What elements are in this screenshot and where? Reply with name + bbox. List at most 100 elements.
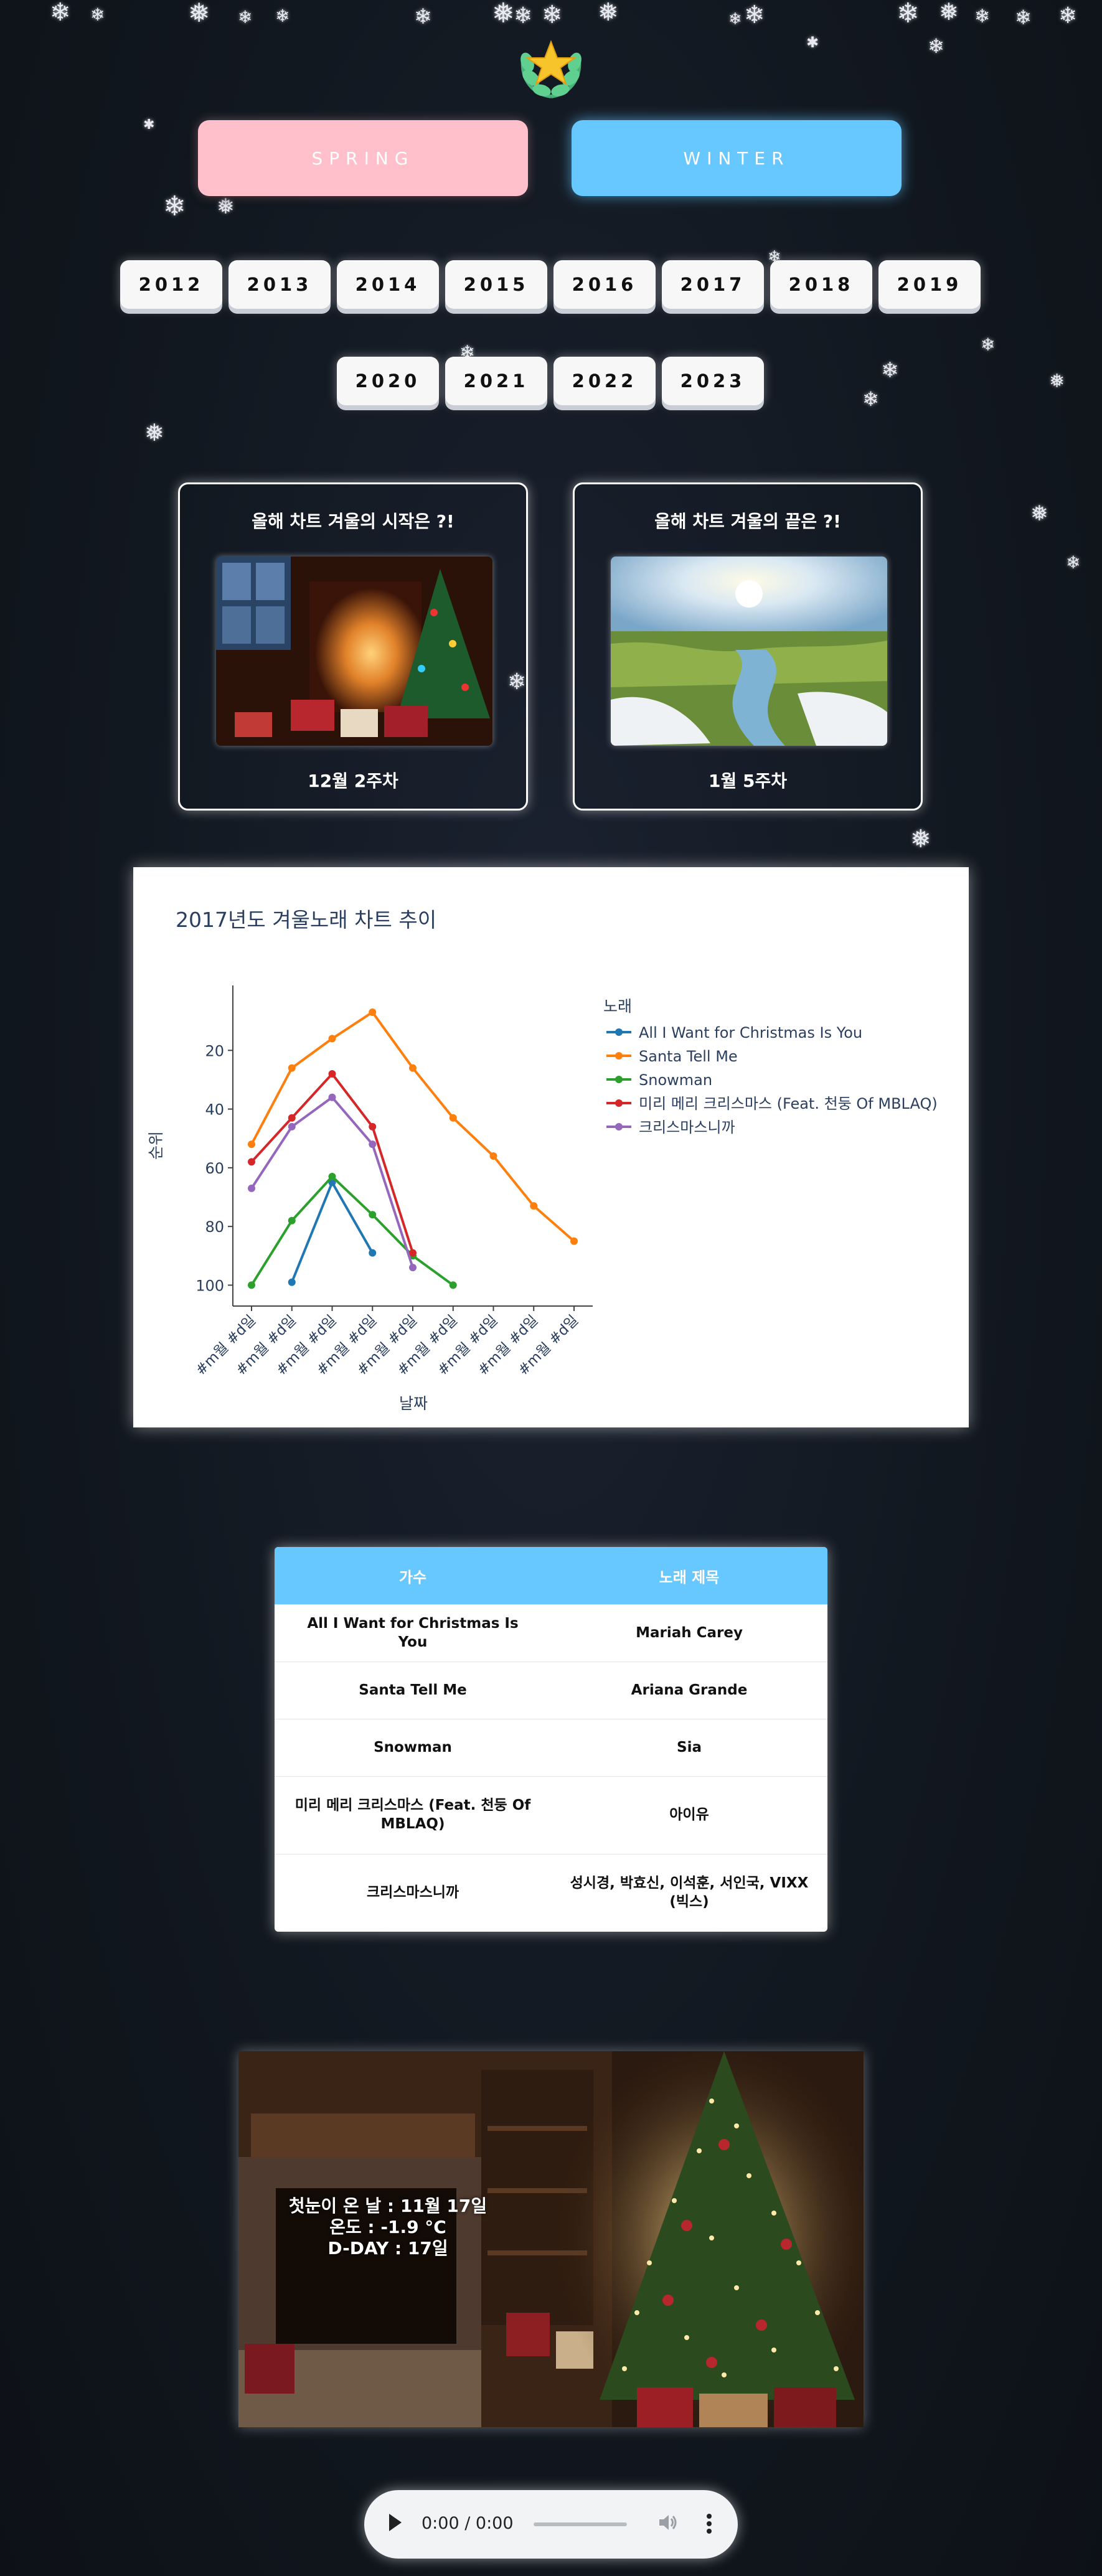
- snowflake-icon: ❄: [897, 0, 920, 29]
- data-point: [248, 1158, 255, 1166]
- snowflake-icon: ❅: [1030, 501, 1048, 526]
- data-point: [288, 1122, 296, 1131]
- data-point: [248, 1140, 255, 1149]
- d-day: D-DAY : 17일: [327, 2238, 448, 2259]
- line-chart: 2017년도 겨울노래 차트 추이 순위 날짜 노래 20406080100#m…: [147, 908, 938, 1413]
- year-button-2017[interactable]: 2017: [662, 260, 764, 309]
- data-point: [369, 1211, 377, 1219]
- audio-player: 0:00 / 0:00: [364, 2490, 738, 2559]
- table-row: 크리스마스니까 성시경, 박효신, 이석훈, 서인국, VIXX (빅스): [275, 1854, 827, 1932]
- temperature: 온도 : -1.9 °C: [329, 2217, 446, 2237]
- data-point: [570, 1237, 578, 1245]
- table-cell: 성시경, 박효신, 이석훈, 서인국, VIXX (빅스): [570, 1875, 809, 1910]
- data-point: [409, 1249, 417, 1257]
- legend-marker: [615, 1099, 623, 1107]
- legend-item[interactable]: All I Want for Christmas Is You: [639, 1024, 862, 1041]
- table-row: All I Want for Christmas Is You Mariah C…: [275, 1604, 827, 1662]
- data-point: [369, 1122, 377, 1131]
- winter-button[interactable]: WINTER: [572, 120, 902, 196]
- data-point: [328, 1173, 336, 1180]
- data-point: [409, 1064, 417, 1072]
- header-song-title: 노래 제목: [659, 1568, 720, 1586]
- snowflake-icon: ❅: [939, 0, 959, 26]
- volume-icon[interactable]: [657, 2511, 679, 2534]
- table-header: 가수 노래 제목: [275, 1547, 827, 1604]
- data-point: [369, 1249, 377, 1257]
- data-point: [489, 1152, 497, 1160]
- year-button-2013[interactable]: 2013: [228, 260, 331, 309]
- table-cell: 미리 메리 크리스마스 (Feat. 천둥 Of MBLAQ): [294, 1797, 531, 1832]
- audio-time: 0:00 / 0:00: [421, 2514, 514, 2533]
- snowflake-icon: ❄: [1066, 552, 1081, 573]
- data-point: [530, 1202, 538, 1210]
- table-cell: Snowman: [374, 1739, 452, 1756]
- spring-meadow-image: [611, 557, 887, 746]
- snowflake-icon: ❄: [275, 6, 290, 26]
- legend-item[interactable]: Santa Tell Me: [639, 1048, 738, 1065]
- spring-button[interactable]: SPRING: [198, 120, 528, 196]
- chart-series: [248, 1008, 578, 1289]
- snowflake-icon: ❄: [163, 190, 186, 222]
- data-point: [449, 1114, 457, 1122]
- legend-item[interactable]: 미리 메리 크리스마스 (Feat. 천둥 Of MBLAQ): [639, 1095, 938, 1112]
- data-point: [328, 1070, 336, 1078]
- legend-marker: [615, 1123, 623, 1131]
- table-cell: 아이유: [669, 1807, 709, 1823]
- table-cell: Mariah Carey: [636, 1624, 743, 1641]
- year-button-2016[interactable]: 2016: [553, 260, 656, 309]
- legend-item[interactable]: 크리스마스니까: [639, 1119, 735, 1136]
- snowflake-icon: ❅: [217, 194, 235, 219]
- legend-marker: [615, 1028, 623, 1036]
- year-button-2018[interactable]: 2018: [770, 260, 872, 309]
- year-button-2021[interactable]: 2021: [445, 357, 547, 405]
- table-cell: 크리스마스니까: [366, 1884, 459, 1901]
- snowflake-icon: ❅: [188, 0, 210, 28]
- year-button-2022[interactable]: 2022: [553, 357, 656, 405]
- table-cell: All I Want for Christmas Is You: [307, 1615, 519, 1650]
- data-point: [328, 1035, 336, 1043]
- chart-legend: All I Want for Christmas Is You Santa Tel…: [606, 1024, 938, 1136]
- data-point: [248, 1281, 255, 1289]
- audio-progress-bar[interactable]: [534, 2522, 627, 2526]
- table-row: Santa Tell Me Ariana Grande: [275, 1662, 827, 1719]
- data-point: [288, 1278, 296, 1286]
- play-icon[interactable]: [389, 2514, 402, 2531]
- year-button-2020[interactable]: 2020: [337, 357, 439, 405]
- table-cell: Sia: [677, 1739, 702, 1756]
- snowflake-icon: ❄: [514, 3, 533, 29]
- card-title: 올해 차트 겨울의 끝은 ?!: [654, 511, 841, 532]
- year-button-2014[interactable]: 2014: [337, 260, 439, 309]
- snowflake-icon: ❄: [928, 34, 944, 58]
- data-point: [369, 1140, 377, 1149]
- laurel-star-logo: [514, 34, 588, 103]
- snowflake-icon: ❄: [542, 1, 563, 29]
- snowflake-icon: ❅: [598, 0, 619, 27]
- snowflake-icon: ❄: [1058, 3, 1078, 29]
- snowflake-icon: ❄: [238, 7, 253, 27]
- snowflake-icon: ❄: [90, 4, 105, 25]
- table-row: Snowman Sia: [275, 1719, 827, 1776]
- snowflake-icon: ❄: [881, 358, 899, 383]
- card-title: 올해 차트 겨울의 시작은 ?!: [252, 511, 454, 532]
- legend-item[interactable]: Snowman: [639, 1071, 712, 1089]
- y-tick-label: 80: [205, 1218, 224, 1236]
- y-tick-label: 20: [205, 1042, 224, 1060]
- snowflake-icon: ✱: [143, 117, 155, 133]
- snowflake-icon: ❄: [974, 6, 991, 27]
- year-button-2012[interactable]: 2012: [120, 260, 222, 309]
- data-point: [328, 1178, 336, 1187]
- more-options-icon[interactable]: [705, 2511, 713, 2536]
- data-point: [328, 1093, 336, 1101]
- snowflake-icon: ❄: [728, 10, 742, 29]
- legend-marker: [615, 1052, 623, 1060]
- first-snow-date: 첫눈이 온 날 : 11월 17일: [288, 2196, 487, 2216]
- card-week-label: 12월 2주차: [308, 771, 398, 791]
- legend-title: 노래: [603, 997, 632, 1015]
- year-button-2023[interactable]: 2023: [662, 357, 764, 405]
- snowflake-icon: ❅: [492, 0, 515, 29]
- year-button-2015[interactable]: 2015: [445, 260, 547, 309]
- year-button-2019[interactable]: 2019: [878, 260, 981, 309]
- data-point: [288, 1064, 296, 1072]
- series-line: [250, 1175, 454, 1287]
